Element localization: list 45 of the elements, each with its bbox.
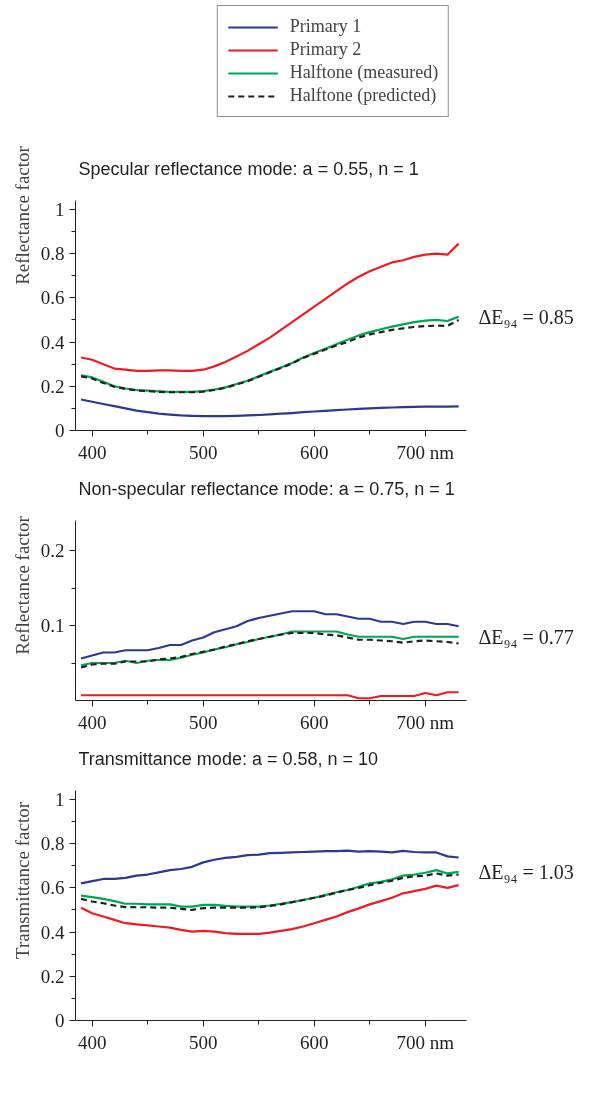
y-tick-label: 0.6: [40, 287, 65, 309]
y-tick-label: 0.4: [40, 921, 65, 943]
text: ΔE₉₄ = 0.77: [478, 625, 574, 648]
y-tick-label: 0.8: [40, 833, 65, 855]
text: ΔE₉₄ = 1.03: [478, 860, 574, 883]
x-tick-label: 600: [300, 1031, 329, 1053]
x-tick-label: 400: [77, 1031, 107, 1053]
line-series: [79, 242, 460, 372]
line-series: [79, 884, 460, 935]
text: ΔE₉₄ = 0.85: [478, 305, 574, 328]
y-tick-label: 0: [55, 1010, 65, 1031]
line-series: [79, 610, 460, 660]
line-series: [79, 398, 460, 418]
line-series: [79, 849, 460, 885]
x-tick-label: 700 nm: [396, 711, 455, 733]
y-tick-label: 0.8: [40, 243, 65, 265]
legend-label: Halftone (predicted): [289, 85, 437, 106]
y-tick-label: 0.6: [40, 877, 65, 899]
x-tick-label: 700 nm: [396, 441, 455, 463]
y-tick-label: 0.2: [40, 540, 65, 561]
x-tick-label: 600: [300, 441, 329, 463]
y-tick-label: 1: [55, 198, 65, 220]
legend-label: Halftone (measured): [289, 62, 439, 83]
y-axis-title: Transmittance factor: [11, 801, 33, 960]
y-tick-label: 0.4: [40, 331, 65, 353]
x-tick-label: 500: [188, 1031, 218, 1053]
y-tick-label: 0: [55, 420, 65, 441]
y-axis-title: Reflectance factor: [11, 145, 33, 285]
x-tick-label: 500: [188, 441, 218, 463]
x-tick-label: 600: [300, 711, 329, 733]
x-tick-label: 400: [77, 711, 107, 733]
legend-label: Primary 1: [289, 16, 362, 37]
y-axis-title: Reflectance factor: [11, 515, 33, 655]
y-tick-label: 0.1: [40, 615, 65, 636]
x-tick-label: 400: [77, 441, 107, 463]
line-series: [79, 691, 460, 700]
y-tick-label: 1: [55, 788, 65, 810]
x-tick-label: 500: [188, 711, 218, 733]
y-tick-label: 0.2: [40, 965, 65, 987]
y-tick-label: 0.2: [40, 375, 65, 397]
chart-title: Non-specular reflectance mode: a = 0.75, n = 1: [78, 478, 455, 499]
chart-title: Transmittance mode: a = 0.58, n = 10: [78, 748, 379, 769]
chart-title: Specular reflectance mode: a = 0.55, n = 1: [78, 158, 419, 179]
x-tick-label: 700 nm: [396, 1031, 455, 1053]
legend-label: Primary 2: [289, 39, 362, 60]
